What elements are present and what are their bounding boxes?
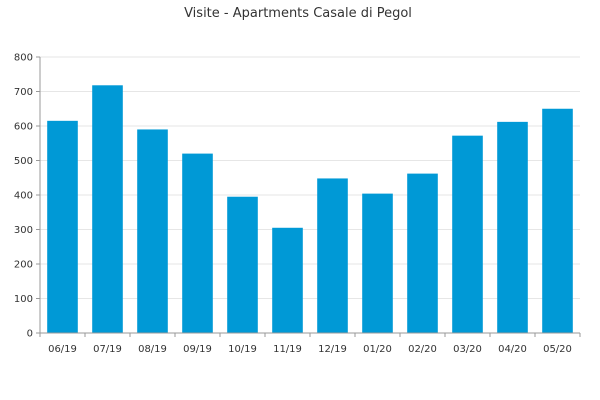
y-tick-label: 0 [27, 329, 33, 340]
y-tick-label: 800 [14, 53, 33, 64]
x-tick-label: 03/20 [453, 344, 482, 355]
x-tick-label: 07/19 [93, 344, 122, 355]
x-tick-label: 09/19 [183, 344, 212, 355]
bar-02-20 [407, 173, 438, 333]
x-tick-label: 01/20 [363, 344, 392, 355]
bar-05-20 [542, 108, 573, 333]
x-tick-label: 05/20 [543, 344, 572, 355]
y-tick-label: 500 [14, 156, 33, 167]
x-tick-label: 06/19 [48, 344, 77, 355]
bar-01-20 [362, 193, 393, 333]
gridlines [36, 56, 580, 334]
chart-title: Visite - Apartments Casale di Pegol [184, 6, 412, 21]
x-tick-label: 02/20 [408, 344, 437, 355]
bar-11-19 [272, 227, 303, 333]
bar-08-19 [137, 129, 168, 333]
x-tick-label: 11/19 [273, 344, 302, 355]
y-tick-label: 600 [14, 122, 33, 133]
y-tick-label: 300 [14, 225, 33, 236]
y-tick-label: 700 [14, 87, 33, 98]
y-tick-label: 200 [14, 260, 33, 271]
x-tick-label: 12/19 [318, 344, 347, 355]
x-tick-label: 10/19 [228, 344, 257, 355]
bar-04-20 [497, 121, 528, 333]
bar-03-20 [452, 135, 483, 333]
x-tick-label: 08/19 [138, 344, 167, 355]
y-tick-label: 100 [14, 294, 33, 305]
x-tick-label: 04/20 [498, 344, 527, 355]
bar-06-19 [47, 120, 78, 333]
bar-07-19 [92, 85, 123, 333]
bar-10-19 [227, 196, 258, 333]
bar-09-19 [182, 153, 213, 333]
y-tick-label: 400 [14, 191, 33, 202]
x-tick-labels: 06/19 07/19 08/19 09/19 10/19 11/19 12/19 01/20… [39, 333, 581, 355]
bar-12-19 [317, 178, 348, 333]
y-tick-labels: 0 100 200 300 400 500 600 700 800 [14, 53, 33, 340]
bars [47, 85, 573, 333]
